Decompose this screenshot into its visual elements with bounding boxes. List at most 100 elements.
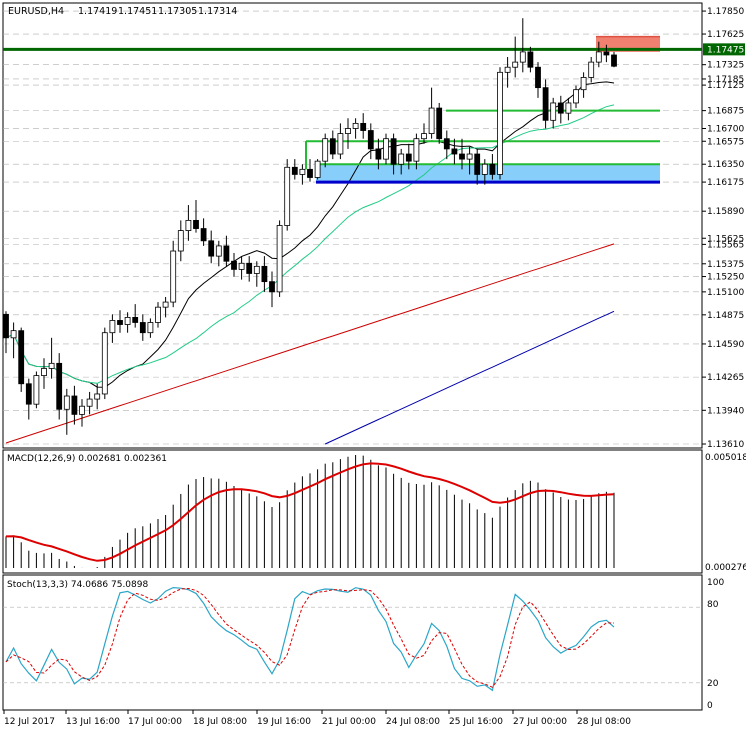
chart-header-high: 1.17451 <box>118 6 157 17</box>
candle-body <box>337 133 344 155</box>
candle-body <box>246 262 253 274</box>
candle-body <box>466 153 473 160</box>
candle-body <box>497 71 503 175</box>
candle-body <box>459 153 465 160</box>
candle-body <box>405 153 412 162</box>
stoch-label: Stoch(13,3,3) 74.0686 75.0898 <box>7 580 148 590</box>
price-tick-label: 1.16575 <box>707 137 744 147</box>
candle-body <box>132 316 139 323</box>
price-tick-label: 1.14265 <box>707 373 744 383</box>
price-tick-label: 1.16350 <box>707 160 744 170</box>
candle-body <box>41 368 47 376</box>
support-zone <box>316 164 660 183</box>
price-tick-label: 1.15250 <box>707 273 744 283</box>
candle-body <box>177 230 184 252</box>
chart-header-close: 1.17314 <box>198 6 237 17</box>
candle-body <box>56 362 63 410</box>
candle-body <box>481 163 488 175</box>
candle-body <box>3 313 9 339</box>
candle-body <box>162 301 169 308</box>
candle-body <box>352 122 359 129</box>
macd-bottom-tick: 0.000276 <box>705 563 746 573</box>
candle-body <box>603 51 610 56</box>
candle-body <box>443 138 450 150</box>
candle-body <box>86 398 93 407</box>
candle-body <box>124 316 131 325</box>
stoch-tick-20: 20 <box>707 679 719 689</box>
time-tick-label: 18 Jul 08:00 <box>193 717 247 727</box>
price-tick-label: 1.17850 <box>707 7 744 17</box>
candle-body <box>489 163 496 175</box>
candle-body <box>147 322 154 334</box>
candle-body <box>63 395 70 410</box>
candle-body <box>527 51 534 68</box>
candle-body <box>109 320 116 334</box>
candle-body <box>185 219 192 231</box>
stoch-tick-80: 80 <box>707 600 719 610</box>
time-tick-label: 13 Jul 16:00 <box>66 717 120 727</box>
candle-body <box>139 322 146 334</box>
candle-body <box>94 393 101 400</box>
candle-body <box>238 262 245 270</box>
macd-label: MACD(12,26,9) 0.002681 0.002361 <box>7 454 167 464</box>
price-tick-label: 1.14875 <box>707 311 744 321</box>
candle-body <box>314 160 321 178</box>
candle-body <box>193 219 199 229</box>
macd-histogram <box>5 455 615 568</box>
candle-body <box>155 306 161 323</box>
time-tick-label: 25 Jul 16:00 <box>449 717 503 727</box>
ma-longest-line <box>324 310 615 445</box>
stoch-tick-100: 100 <box>707 578 724 588</box>
candle-body <box>595 51 602 63</box>
price-tick-label: 1.16875 <box>707 107 744 117</box>
time-tick-label: 24 Jul 08:00 <box>386 717 440 727</box>
price-tick-label: 1.17125 <box>707 81 744 91</box>
price-panel[interactable] <box>2 2 703 449</box>
candle-body <box>557 102 564 114</box>
candle-body <box>542 87 549 121</box>
candle-body <box>276 225 283 293</box>
candle-body <box>535 66 541 89</box>
ma-long-line <box>5 243 615 444</box>
stoch-signal-line <box>5 587 615 688</box>
candle-body <box>299 168 306 175</box>
candle-body <box>398 153 405 165</box>
candle-body <box>367 130 374 150</box>
candle-body <box>10 330 17 339</box>
candle-body <box>223 245 230 262</box>
candle-body <box>428 107 435 134</box>
candle-body <box>413 138 420 162</box>
price-tick-label: 1.13610 <box>707 440 744 450</box>
chart-header-open: 1.17419 <box>78 6 117 17</box>
candlesticks <box>3 18 617 435</box>
candle-body <box>451 148 458 155</box>
candle-body <box>18 330 25 385</box>
candle-body <box>360 122 367 131</box>
macd-signal-line <box>5 462 615 562</box>
time-tick-label: 17 Jul 00:00 <box>128 717 182 727</box>
candle-body <box>269 281 275 293</box>
candle-body <box>101 332 108 395</box>
time-tick-label: 28 Jul 08:00 <box>577 717 631 727</box>
price-tick-label: 1.15625 <box>707 234 744 244</box>
price-tick-label: 1.16700 <box>707 124 744 134</box>
candle-body <box>200 228 207 242</box>
candle-body <box>329 138 336 155</box>
candle-body <box>512 61 519 68</box>
stoch-panel[interactable] <box>2 574 703 711</box>
current-price-tag <box>703 43 745 56</box>
time-tick-label: 12 Jul 2017 <box>4 717 55 727</box>
candle-body <box>580 77 587 91</box>
chart-header-low: 1.17305 <box>158 6 197 17</box>
candle-body <box>79 405 85 415</box>
candle-body <box>231 260 237 270</box>
candle-body <box>71 395 78 415</box>
price-tick-label: 1.17625 <box>707 30 744 40</box>
candle-body <box>261 265 268 283</box>
time-tick-label: 21 Jul 00:00 <box>322 717 376 727</box>
current-price-label: 1.17475 <box>707 45 744 55</box>
candle-body <box>345 128 351 134</box>
price-tick-label: 1.15890 <box>707 207 744 217</box>
